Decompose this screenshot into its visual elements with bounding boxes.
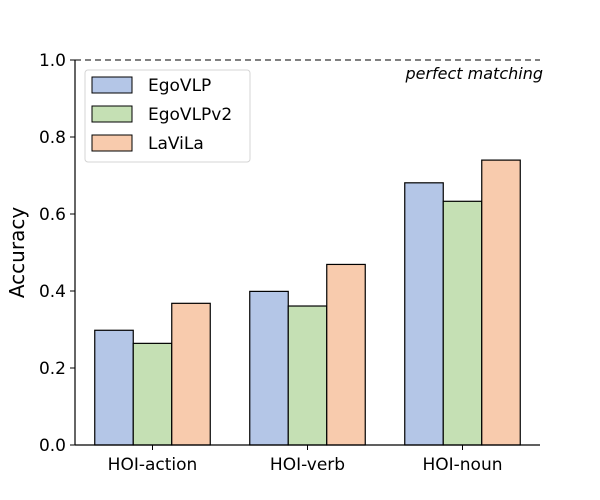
y-axis-label: Accuracy <box>5 207 29 298</box>
y-tick-label: 0.0 <box>39 436 66 456</box>
bar-lavila-hoi-action <box>171 302 211 446</box>
y-tick-label: 1.0 <box>39 51 66 71</box>
y-tick-label: 0.6 <box>39 205 66 225</box>
bars-layer <box>94 159 521 446</box>
y-ticks: 0.0 0.2 0.4 0.6 0.8 1.0 <box>39 51 75 456</box>
bar-lavila-hoi-verb <box>326 263 366 446</box>
bar-lavila-hoi-noun <box>481 159 521 446</box>
legend-swatch-egovlp <box>91 76 133 94</box>
bar-egovlp-hoi-noun <box>404 182 444 446</box>
y-tick-label: 0.2 <box>39 359 66 379</box>
legend-swatch-lavila <box>91 134 133 152</box>
y-tick-label: 0.4 <box>39 282 66 302</box>
x-tick-label: HOI-verb <box>270 455 345 475</box>
bar-egovlp-hoi-action <box>94 329 134 446</box>
y-tick-label: 0.8 <box>39 128 66 148</box>
legend-label-egovlp: EgoVLP <box>148 76 211 96</box>
bar-egovlpv2-hoi-noun <box>442 200 483 446</box>
bar-egovlpv2-hoi-action <box>132 342 173 446</box>
bar-egovlp-hoi-verb <box>249 290 289 446</box>
legend-swatch-egovlpv2 <box>91 105 133 123</box>
legend: EgoVLP EgoVLPv2 LaViLa <box>84 69 251 163</box>
x-tick-label: HOI-action <box>108 455 198 475</box>
x-tick-label: HOI-noun <box>422 455 502 475</box>
legend-label-lavila: LaViLa <box>148 134 204 154</box>
x-ticks: HOI-action HOI-verb HOI-noun <box>108 445 503 475</box>
bar-egovlpv2-hoi-verb <box>287 305 328 446</box>
legend-label-egovlpv2: EgoVLPv2 <box>148 105 232 125</box>
perfect-matching-annotation: perfect matching <box>404 64 543 83</box>
